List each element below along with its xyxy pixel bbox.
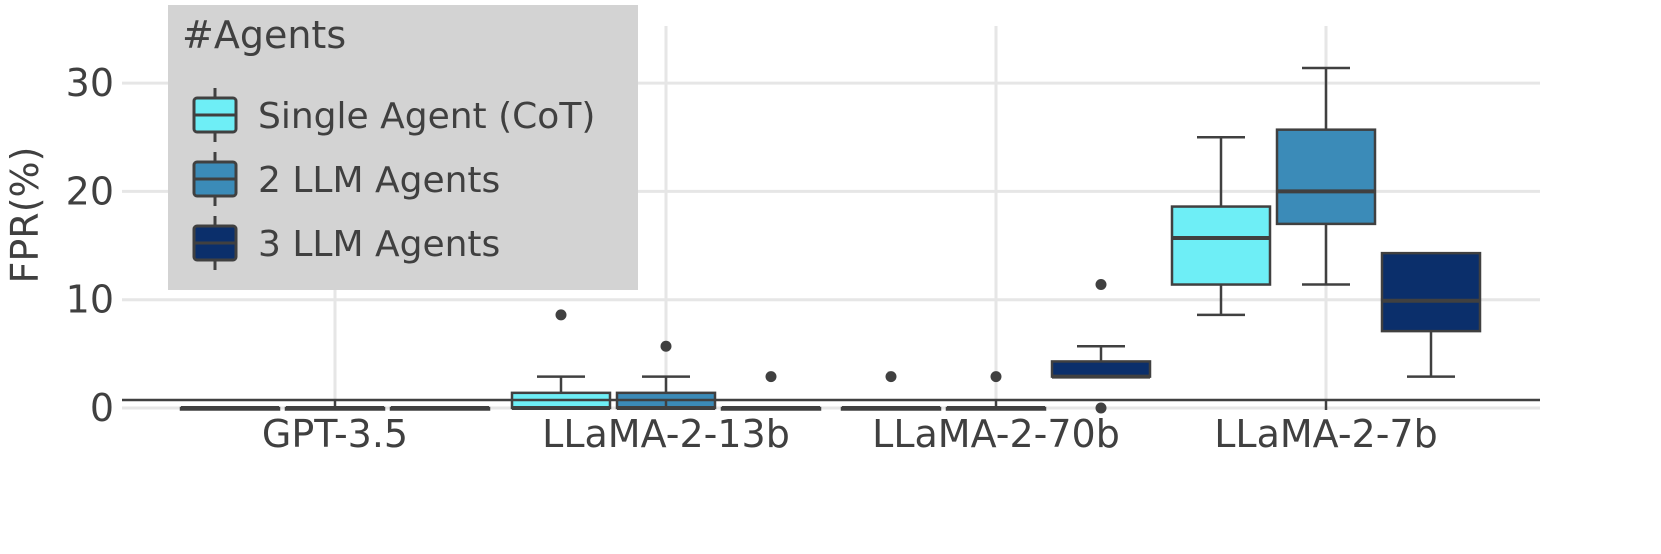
outlier-point — [885, 371, 897, 383]
y-axis-title: FPR(%) — [3, 147, 47, 284]
y-tick-label: 20 — [66, 169, 114, 213]
x-tick-label: LLaMA-2-13b — [542, 412, 790, 456]
box-plot — [179, 406, 281, 411]
box-plot — [389, 406, 491, 411]
x-tick-label: LLaMA-2-7b — [1214, 412, 1437, 456]
legend-label: 2 LLM Agents — [258, 160, 500, 201]
outlier-point — [660, 340, 672, 352]
y-tick-label: 10 — [66, 278, 114, 322]
outlier-point — [990, 371, 1002, 383]
box-plot — [720, 371, 822, 411]
legend-background — [168, 5, 638, 290]
outlier-point — [1095, 402, 1107, 414]
x-tick-label: LLaMA-2-70b — [872, 412, 1120, 456]
legend-label: Single Agent (CoT) — [258, 96, 595, 137]
box-iqr — [1380, 251, 1482, 333]
box-plot — [1275, 66, 1377, 286]
box-plot — [840, 371, 942, 411]
outlier-point — [765, 371, 777, 383]
legend-label: 3 LLM Agents — [258, 224, 500, 265]
outlier-point — [555, 309, 567, 321]
box-plot — [1170, 136, 1272, 317]
y-axis-ticks: 0 10 20 30 — [66, 61, 114, 430]
legend-item: Single Agent (CoT) — [192, 88, 595, 142]
y-tick-label: 30 — [66, 61, 114, 105]
legend-title: #Agents — [182, 13, 346, 57]
x-tick-label: GPT-3.5 — [262, 412, 408, 456]
box-iqr — [1050, 360, 1152, 378]
box-plot — [510, 309, 612, 410]
box-plot — [1050, 279, 1152, 414]
legend-item: 2 LLM Agents — [192, 152, 500, 206]
legend-items: Single Agent (CoT) 2 LLM Agents 3 LLM Agen… — [192, 88, 595, 270]
box-iqr — [1170, 205, 1272, 286]
legend-item: 3 LLM Agents — [192, 216, 500, 270]
x-axis-ticks: GPT-3.5 LLaMA-2-13b LLaMA-2-70b LLaMA-2-7b — [262, 400, 1438, 456]
outlier-point — [1095, 279, 1107, 291]
box-iqr — [1275, 128, 1377, 226]
box-plot — [1380, 251, 1482, 378]
legend: #Agents Single Agent (CoT) 2 LLM Agents 3 … — [168, 5, 638, 290]
y-tick-label: 0 — [90, 386, 114, 430]
